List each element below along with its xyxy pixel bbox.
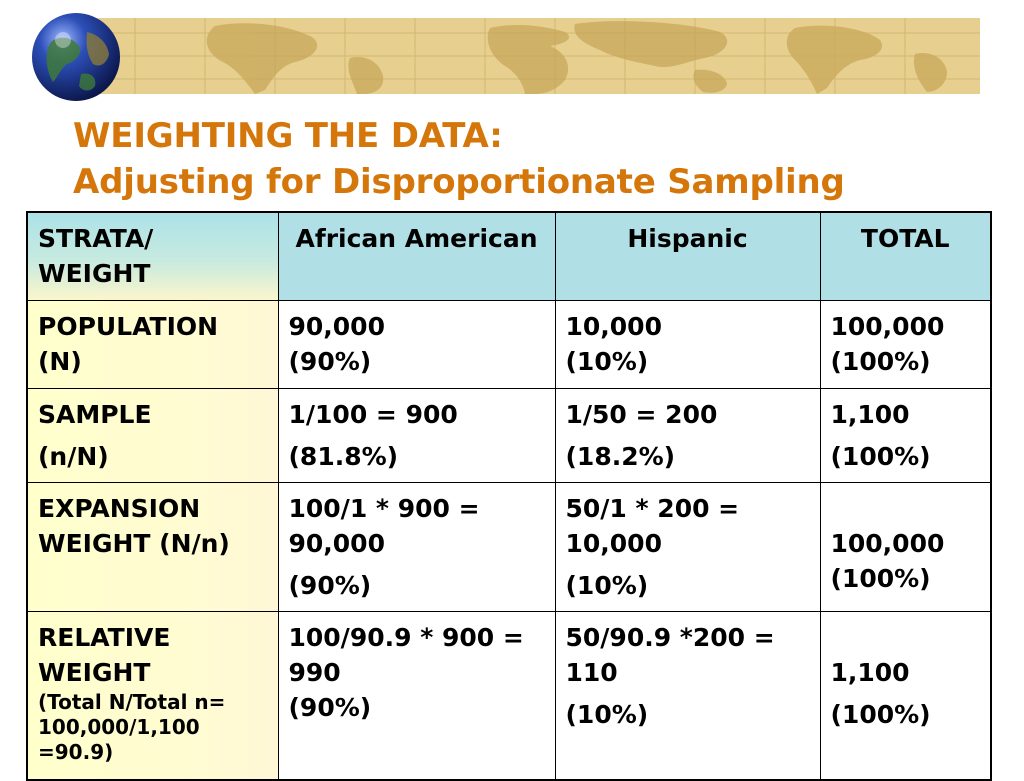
- header-cell-strata: STRATA/ WEIGHT: [26, 211, 279, 301]
- expansion-total-percent: (100%): [830, 563, 931, 593]
- expansion-hisp-value: 10,000: [565, 528, 662, 558]
- expansion-aa-percent: (90%): [288, 570, 372, 600]
- header-strata-line-2: WEIGHT: [38, 259, 151, 288]
- expansion-hispanic: 50/1 * 200 = 10,000 (10%): [554, 481, 821, 612]
- population-hisp-percent: (10%): [565, 346, 649, 376]
- row-label-expansion-weight: EXPANSION WEIGHT (N/n): [26, 481, 279, 612]
- sample-total-percent: (100%): [830, 441, 931, 471]
- relative-hisp-percent: (10%): [565, 699, 649, 729]
- population-aa-percent: (90%): [288, 346, 372, 376]
- relative-aa-value: 990: [288, 657, 341, 687]
- expansion-label-line-2: WEIGHT (N/n): [38, 528, 230, 558]
- table-row-header: STRATA/ WEIGHT African American Hispanic…: [26, 211, 992, 301]
- population-african-american: 90,000 (90%): [277, 299, 556, 389]
- weighting-table: STRATA/ WEIGHT African American Hispanic…: [26, 211, 992, 781]
- population-label-line-1: POPULATION: [38, 311, 219, 341]
- row-label-population: POPULATION (N): [26, 299, 279, 389]
- relative-aa-formula: 100/90.9 * 900 =: [288, 622, 524, 652]
- world-map-icon: [95, 18, 980, 94]
- table-row-relative-weight: RELATIVE WEIGHT (Total N/Total n= 100,00…: [26, 610, 992, 781]
- world-map-banner: [95, 18, 980, 94]
- relative-note-line-2: 100,000/1,100: [38, 714, 200, 739]
- sample-total: 1,100 (100%): [819, 387, 992, 483]
- table-row-population: POPULATION (N) 90,000 (90%) 10,000 (10%)…: [26, 299, 992, 389]
- table-row-sample: SAMPLE (n/N) 1/100 = 900 (81.8%) 1/50 = …: [26, 387, 992, 483]
- expansion-aa-value: 90,000: [288, 528, 385, 558]
- relative-hispanic: 50/90.9 *200 = 110 (10%): [554, 610, 821, 781]
- sample-african-american: 1/100 = 900 (81.8%): [277, 387, 556, 483]
- row-label-relative-weight: RELATIVE WEIGHT (Total N/Total n= 100,00…: [26, 610, 279, 781]
- population-total: 100,000 (100%): [819, 299, 992, 389]
- relative-aa-percent: (90%): [288, 692, 372, 722]
- population-label-line-2: (N): [38, 346, 82, 376]
- expansion-hisp-formula: 50/1 * 200 =: [565, 493, 740, 523]
- sample-hispanic: 1/50 = 200 (18.2%): [554, 387, 821, 483]
- sample-label-line-2: (n/N): [38, 441, 109, 471]
- expansion-african-american: 100/1 * 900 = 90,000 (90%): [277, 481, 556, 612]
- slide-title: WEIGHTING THE DATA: Adjusting for Dispro…: [73, 113, 845, 205]
- relative-note-line-3: =90.9): [38, 739, 114, 764]
- relative-african-american: 100/90.9 * 900 = 990 (90%): [277, 610, 556, 781]
- expansion-hisp-percent: (10%): [565, 570, 649, 600]
- sample-label-line-1: SAMPLE: [38, 399, 152, 429]
- relative-total-value: 1,100: [830, 657, 910, 687]
- header-cell-hispanic: Hispanic: [554, 211, 821, 301]
- relative-note-line-1: (Total N/Total n=: [38, 689, 226, 714]
- population-hispanic: 10,000 (10%): [554, 299, 821, 389]
- relative-hisp-value: 110: [565, 657, 618, 687]
- header-cell-total: TOTAL: [819, 211, 992, 301]
- title-line-1: WEIGHTING THE DATA:: [73, 116, 503, 156]
- relative-label-line-1: RELATIVE: [38, 622, 171, 652]
- table-row-expansion-weight: EXPANSION WEIGHT (N/n) 100/1 * 900 = 90,…: [26, 481, 992, 612]
- row-label-sample: SAMPLE (n/N): [26, 387, 279, 483]
- sample-hisp-percent: (18.2%): [565, 441, 676, 471]
- header-cell-african-american: African American: [277, 211, 556, 301]
- header-strata-line-1: STRATA/: [38, 224, 154, 253]
- expansion-total-value: 100,000: [830, 528, 945, 558]
- expansion-aa-formula: 100/1 * 900 =: [288, 493, 480, 523]
- globe-icon: [31, 12, 121, 102]
- relative-total-percent: (100%): [830, 699, 931, 729]
- sample-total-value: 1,100: [830, 399, 910, 429]
- relative-total: 1,100 (100%): [819, 610, 992, 781]
- relative-label-line-2: WEIGHT: [38, 657, 151, 687]
- population-hisp-value: 10,000: [565, 311, 662, 341]
- relative-hisp-formula: 50/90.9 *200 =: [565, 622, 775, 652]
- population-aa-value: 90,000: [288, 311, 385, 341]
- sample-hisp-value: 1/50 = 200: [565, 399, 718, 429]
- population-total-value: 100,000: [830, 311, 945, 341]
- expansion-label-line-1: EXPANSION: [38, 493, 201, 523]
- population-total-percent: (100%): [830, 346, 931, 376]
- expansion-total: 100,000 (100%): [819, 481, 992, 612]
- sample-aa-value: 1/100 = 900: [288, 399, 458, 429]
- title-line-2: Adjusting for Disproportionate Sampling: [73, 162, 845, 202]
- sample-aa-percent: (81.8%): [288, 441, 399, 471]
